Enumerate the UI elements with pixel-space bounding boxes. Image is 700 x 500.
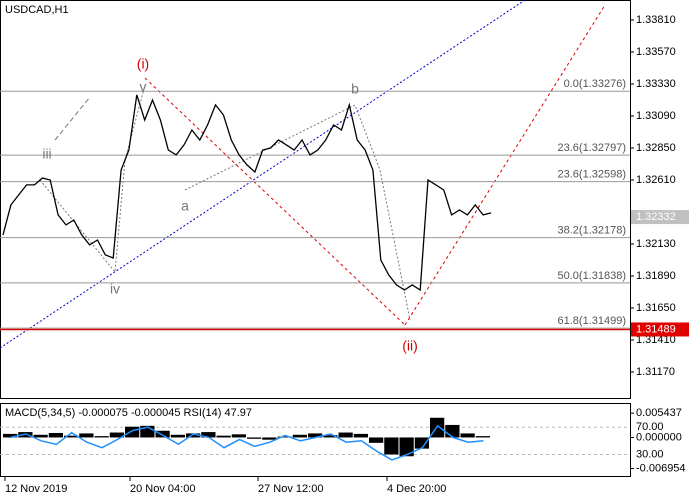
- macd-bar: [125, 426, 140, 438]
- macd-bar: [140, 425, 155, 438]
- y-tick-label: 1.31890: [636, 270, 676, 282]
- macd-bar: [231, 434, 246, 438]
- wave-label: a: [181, 198, 189, 214]
- macd-bar: [399, 437, 414, 457]
- macd-bar: [201, 432, 216, 438]
- macd-bar: [369, 437, 384, 443]
- macd-bar: [353, 433, 368, 438]
- fibo-label: 50.0(1.31838): [558, 270, 627, 282]
- indicator-title: MACD(5,34,5) -0.000075 -0.000045 RSI(14)…: [5, 407, 252, 419]
- y-tick-label: 1.33570: [636, 46, 676, 58]
- chart-title: USDCAD,H1: [5, 4, 69, 16]
- macd-tick-label: 0.005437: [636, 407, 682, 419]
- macd-bar: [384, 437, 399, 455]
- macd-bar: [247, 437, 262, 439]
- x-tick-label: 12 Nov 2019: [5, 483, 67, 495]
- sub-frame: [0, 403, 631, 477]
- macd-bar: [216, 435, 231, 438]
- wave-line: [54, 96, 91, 141]
- macd-bar: [323, 435, 338, 438]
- x-tick-label: 20 Nov 04:00: [130, 483, 195, 495]
- wave-label: (i): [137, 56, 149, 72]
- rsi-line: [10, 424, 484, 461]
- wave-line: [184, 104, 411, 321]
- y-tick-label: 1.33090: [636, 110, 676, 122]
- macd-bar: [155, 430, 170, 438]
- main-frame: [0, 0, 631, 399]
- price-box-label: 1.31489: [636, 323, 676, 335]
- macd-bar: [33, 434, 48, 438]
- rsi-tick-label: 70.00: [636, 421, 664, 433]
- y-tick-label: 1.31410: [636, 334, 676, 346]
- macd-bar: [186, 433, 201, 438]
- wave-label: iv: [110, 281, 120, 297]
- wave-line: [404, 4, 606, 326]
- macd-bar: [445, 424, 460, 438]
- fibo-label: 38.2(1.32178): [558, 225, 627, 237]
- macd-bar: [170, 434, 185, 438]
- macd-bar: [262, 437, 277, 440]
- fibo-label: 0.0(1.33276): [564, 78, 626, 90]
- y-tick-label: 1.31170: [636, 366, 675, 378]
- macd-bar: [109, 432, 124, 438]
- macd-bar: [475, 436, 490, 438]
- macd-bar: [460, 433, 475, 438]
- macd-bar: [277, 436, 292, 438]
- price-box-label: 1.32332: [636, 211, 676, 223]
- wave-line: [39, 84, 146, 274]
- fibo-label: 23.6(1.32598): [558, 169, 627, 181]
- x-tick-label: 27 Nov 12:00: [258, 483, 323, 495]
- macd-bar: [48, 432, 63, 438]
- wave-label: b: [351, 81, 359, 97]
- y-tick-label: 1.33810: [636, 14, 676, 26]
- macd-bar: [308, 433, 323, 438]
- price-box: [631, 322, 689, 337]
- macd-bar: [94, 436, 109, 438]
- macd-bar: [338, 432, 353, 438]
- wave-label: (ii): [402, 338, 418, 354]
- fibo-label: 61.8(1.31499): [558, 315, 627, 327]
- macd-tick-label: 0.000000: [636, 431, 682, 443]
- y-tick-label: 1.32130: [636, 238, 676, 250]
- rsi-tick-label: 30.00: [636, 448, 664, 460]
- macd-bar: [79, 433, 94, 438]
- macd-bar: [292, 434, 307, 438]
- channel-line: [0, 0, 526, 349]
- y-tick-label: 1.33330: [636, 78, 676, 90]
- wave-label: v: [140, 79, 147, 95]
- y-tick-label: 1.31650: [636, 302, 676, 314]
- x-tick-label: 4 Dec 20:00: [387, 483, 446, 495]
- macd-bar: [414, 437, 429, 449]
- wave-label: iii: [42, 146, 51, 162]
- macd-bar: [3, 433, 18, 438]
- y-tick-label: 1.32610: [636, 174, 676, 186]
- price-box: [631, 210, 689, 225]
- price-line: [2, 94, 492, 292]
- fibo-label: 23.6(1.32797): [558, 142, 627, 154]
- y-tick-label: 1.32850: [636, 142, 676, 154]
- macd-bar: [64, 435, 79, 438]
- macd-tick-label: -0.006954: [636, 462, 686, 474]
